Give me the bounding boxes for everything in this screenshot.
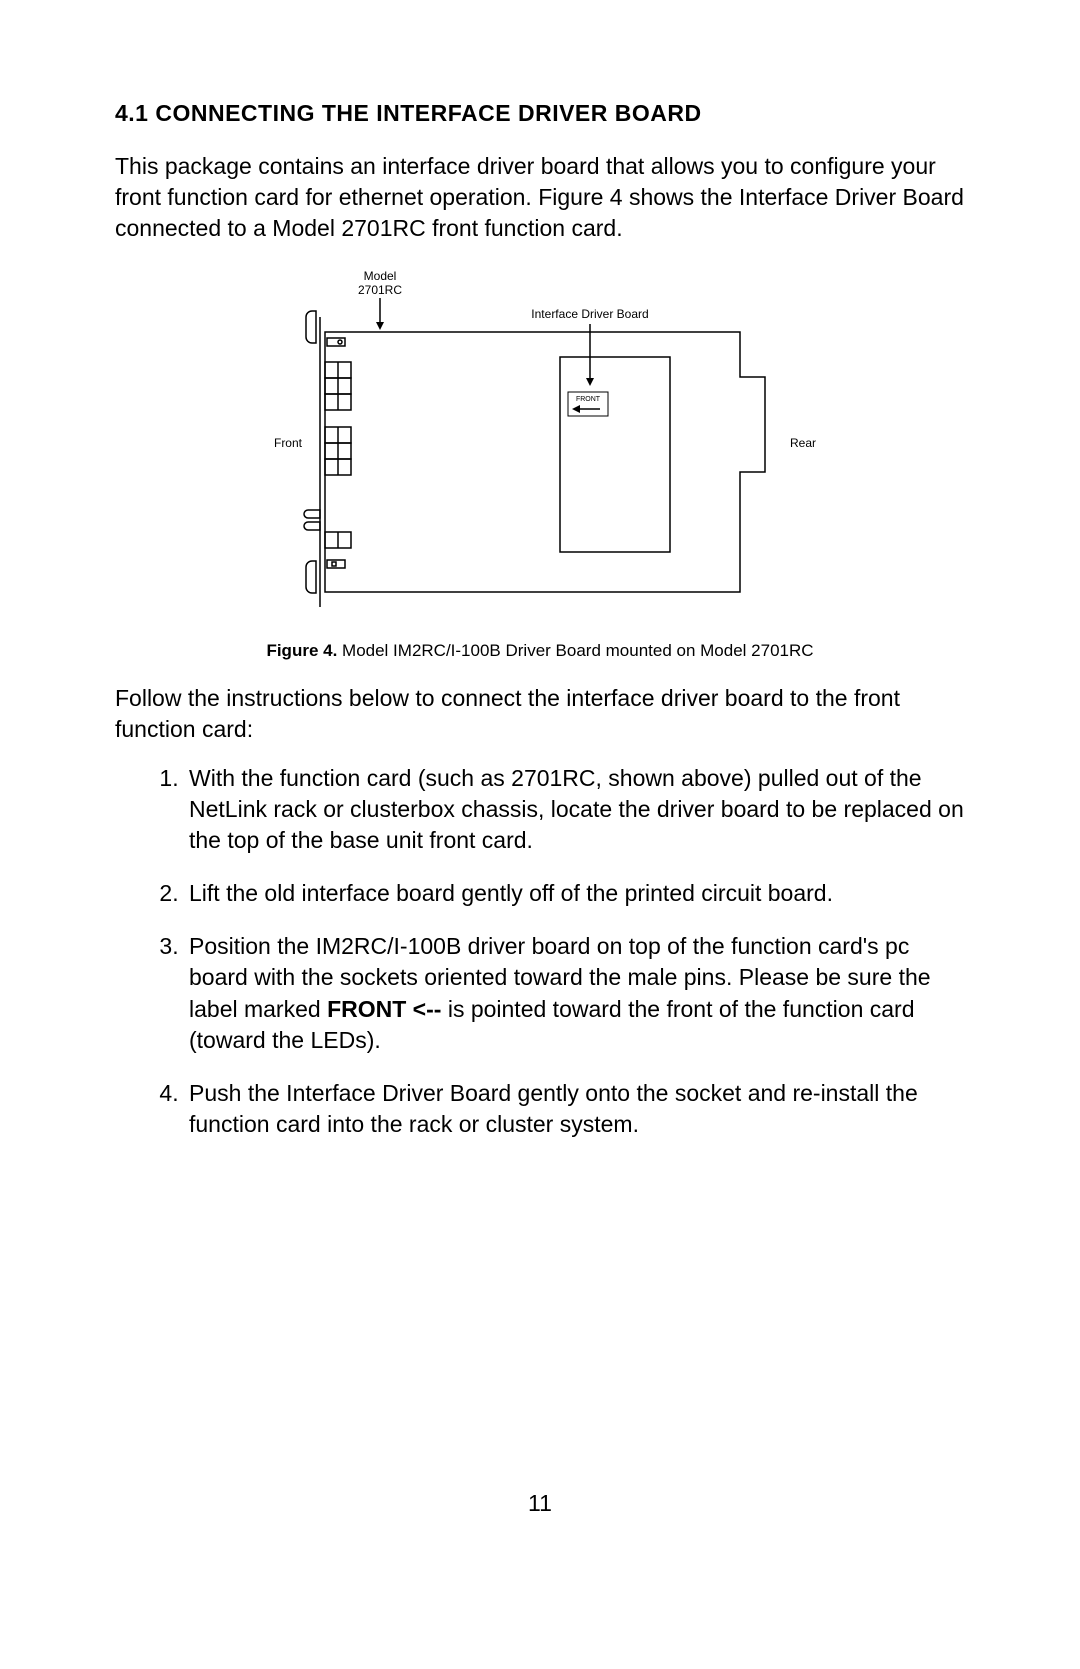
step-item: Lift the old interface board gently off … <box>185 878 965 909</box>
caption-rest: Model IM2RC/I-100B Driver Board mounted … <box>337 641 813 660</box>
ifb-label: Interface Driver Board <box>531 307 648 321</box>
rear-label: Rear <box>790 436 816 450</box>
step-item: With the function card (such as 2701RC, … <box>185 763 965 856</box>
step-item: Push the Interface Driver Board gently o… <box>185 1078 965 1140</box>
steps-list: With the function card (such as 2701RC, … <box>115 763 965 1139</box>
document-page: 4.1 CONNECTING THE INTERFACE DRIVER BOAR… <box>0 0 1080 1140</box>
page-number: 11 <box>0 1490 1080 1517</box>
followup-paragraph: Follow the instructions below to connect… <box>115 683 965 745</box>
front-label: Front <box>274 436 303 450</box>
model-label-1: Model <box>364 269 397 283</box>
step-item: Position the IM2RC/I-100B driver board o… <box>185 931 965 1055</box>
figure-caption: Figure 4. Model IM2RC/I-100B Driver Boar… <box>115 641 965 661</box>
front-tag-text: FRONT <box>576 396 601 403</box>
section-heading: 4.1 CONNECTING THE INTERFACE DRIVER BOAR… <box>115 100 965 127</box>
diagram-svg: FRONT <box>260 262 820 622</box>
intro-paragraph: This package contains an interface drive… <box>115 151 965 244</box>
figure-4: FRONT <box>115 262 965 627</box>
caption-bold: Figure 4. <box>266 641 337 660</box>
model-label-2: 2701RC <box>358 283 402 297</box>
